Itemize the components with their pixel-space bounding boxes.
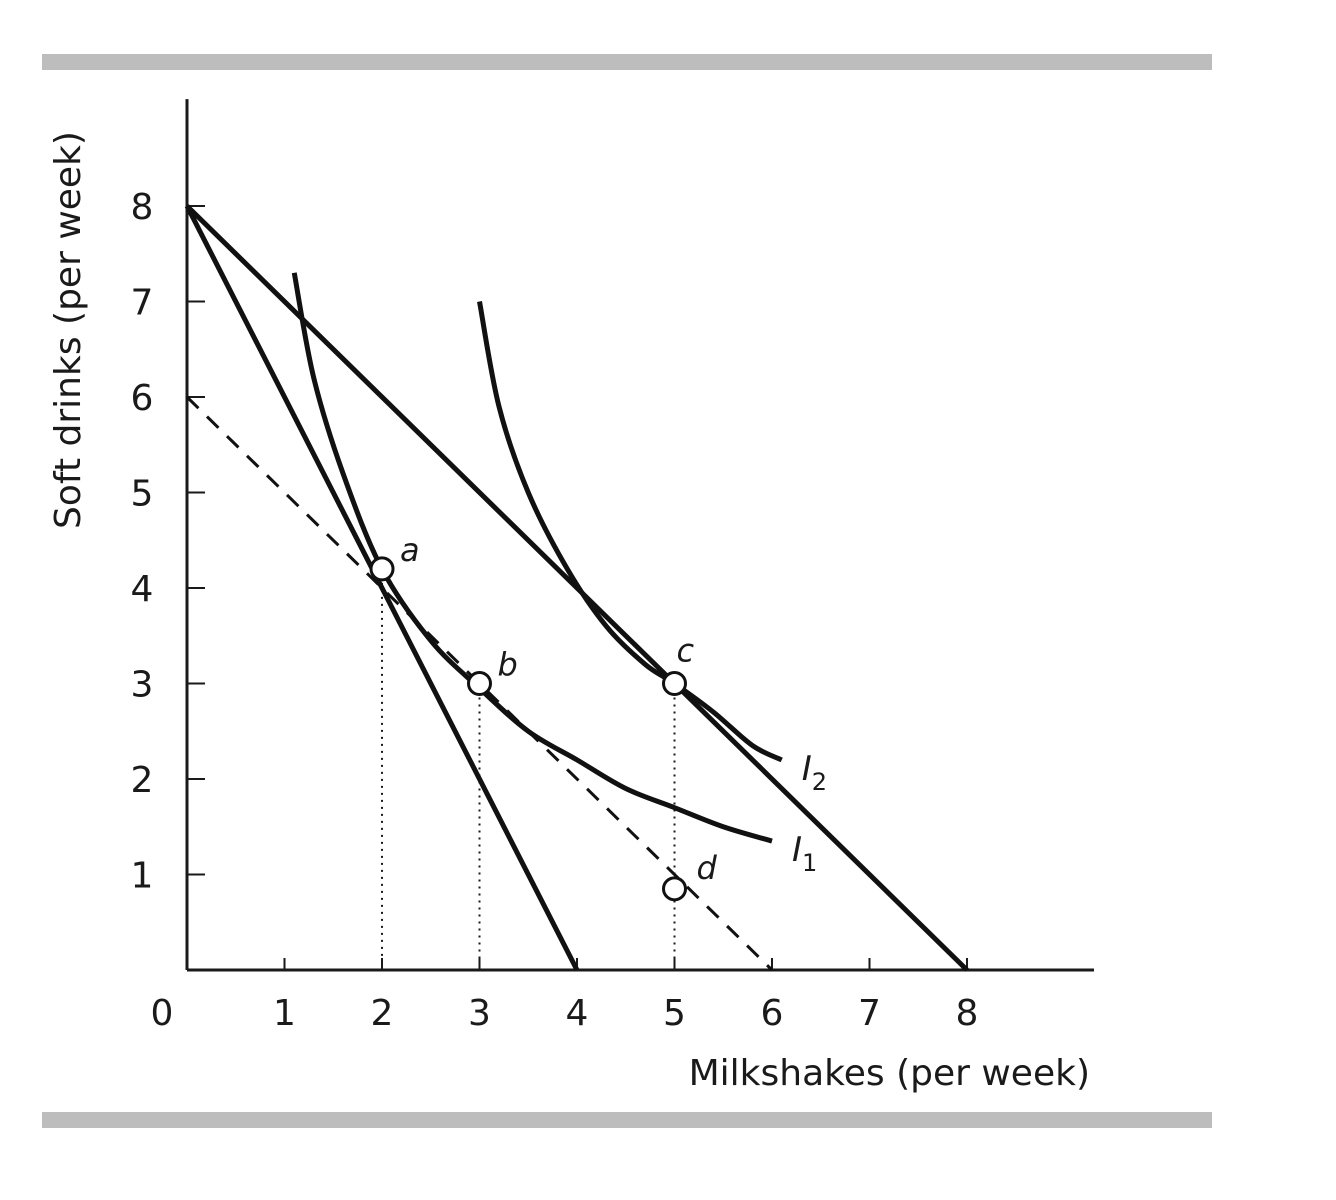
- x-tick-label-8: 8: [956, 993, 979, 1034]
- top-rule: [42, 54, 1212, 70]
- y-tick-label-2: 2: [131, 760, 154, 801]
- curve-label-I1: I1: [792, 830, 817, 877]
- point-d: [662, 876, 687, 902]
- guide-lines: [381, 582, 676, 970]
- indifference-curve-I2: [477, 301, 783, 763]
- x-tick-label-6: 6: [761, 993, 784, 1034]
- origin-label: 0: [151, 993, 174, 1034]
- ticks: 1 2 3 4 5 6 7 8 1 2 3 4 5 6 7 8: [131, 187, 979, 1034]
- x-tick-label-1: 1: [273, 993, 296, 1034]
- y-tick-label-6: 6: [131, 378, 154, 419]
- x-tick-label-3: 3: [468, 993, 491, 1034]
- budget-line-1: [184, 204, 580, 972]
- x-tick-label-5: 5: [663, 993, 686, 1034]
- point-b: [467, 671, 492, 696]
- y-tick-label-8: 8: [131, 187, 154, 228]
- y-tick-label-7: 7: [131, 283, 154, 324]
- point-label-a: a: [400, 531, 420, 569]
- points: a b c d: [369, 531, 718, 902]
- y-tick-label-5: 5: [131, 474, 154, 515]
- x-axis-title: Milkshakes (per week): [689, 1053, 1090, 1094]
- point-label-d: d: [697, 849, 718, 887]
- budget-line-3: [185, 395, 774, 972]
- curve-label-sub-I2: 2: [812, 768, 827, 796]
- axes: [185, 99, 1094, 972]
- bottom-rule: [42, 1112, 1212, 1128]
- labels: Milkshakes (per week) Soft drinks (per w…: [48, 131, 1090, 1094]
- y-tick-label-3: 3: [131, 665, 154, 706]
- curve-label-I2: I2: [802, 749, 827, 796]
- y-tick-label-4: 4: [131, 569, 154, 610]
- curve-label-sub-I1: 1: [802, 849, 817, 877]
- point-c: [662, 671, 687, 696]
- point-label-c: c: [677, 632, 695, 670]
- x-tick-label-7: 7: [858, 993, 881, 1034]
- y-axis-title: Soft drinks (per week): [48, 131, 89, 529]
- x-tick-label-4: 4: [566, 993, 589, 1034]
- y-tick-label-1: 1: [131, 856, 154, 897]
- point-a: [369, 556, 395, 582]
- x-tick-label-2: 2: [371, 993, 394, 1034]
- point-label-b: b: [498, 646, 518, 684]
